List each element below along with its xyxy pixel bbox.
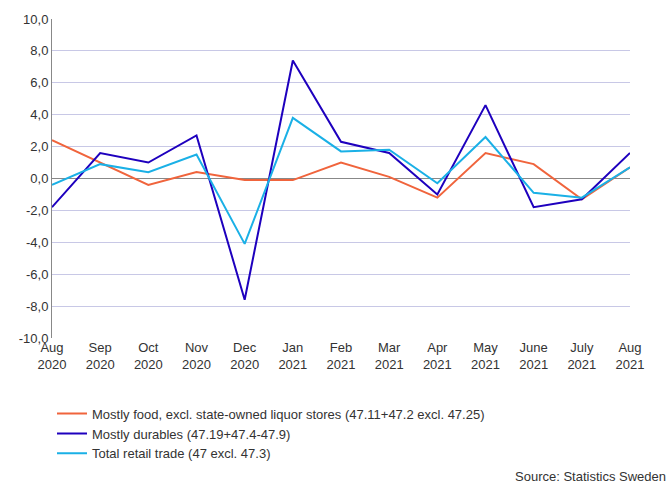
- svg-text:-10,0: -10,0: [19, 331, 49, 346]
- svg-text:May2021: May2021: [471, 340, 500, 372]
- svg-text:Feb2021: Feb2021: [327, 340, 356, 372]
- svg-text:Mostly durables (47.19+47.4-47: Mostly durables (47.19+47.4-47.9): [92, 427, 290, 442]
- svg-text:Aug2020: Aug2020: [38, 340, 67, 372]
- svg-text:June2021: June2021: [519, 340, 548, 372]
- svg-text:0,0: 0,0: [30, 171, 48, 186]
- svg-text:2,0: 2,0: [30, 139, 48, 154]
- svg-text:-4,0: -4,0: [26, 235, 48, 250]
- svg-text:Source: Statistics Sweden: Source: Statistics Sweden: [515, 469, 666, 484]
- svg-text:Aug2021: Aug2021: [616, 340, 645, 372]
- svg-text:Apr2021: Apr2021: [423, 340, 452, 372]
- svg-text:Jan2021: Jan2021: [278, 340, 307, 372]
- svg-text:6,0: 6,0: [30, 75, 48, 90]
- svg-text:Mar2021: Mar2021: [375, 340, 404, 372]
- svg-text:Total retail trade (47 excl. 4: Total retail trade (47 excl. 47.3): [92, 446, 270, 461]
- svg-text:Oct2020: Oct2020: [134, 340, 163, 372]
- svg-text:July2021: July2021: [567, 340, 596, 372]
- svg-text:10,0: 10,0: [23, 12, 48, 27]
- svg-text:Nov2020: Nov2020: [182, 340, 211, 372]
- svg-text:Mostly food, excl. state-owned: Mostly food, excl. state-owned liquor st…: [92, 407, 485, 422]
- svg-text:-2,0: -2,0: [26, 203, 48, 218]
- svg-text:Sep2020: Sep2020: [86, 340, 115, 372]
- svg-text:-6,0: -6,0: [26, 267, 48, 282]
- svg-text:Dec2020: Dec2020: [230, 340, 259, 372]
- svg-text:4,0: 4,0: [30, 107, 48, 122]
- svg-text:-8,0: -8,0: [26, 299, 48, 314]
- svg-text:8,0: 8,0: [30, 43, 48, 58]
